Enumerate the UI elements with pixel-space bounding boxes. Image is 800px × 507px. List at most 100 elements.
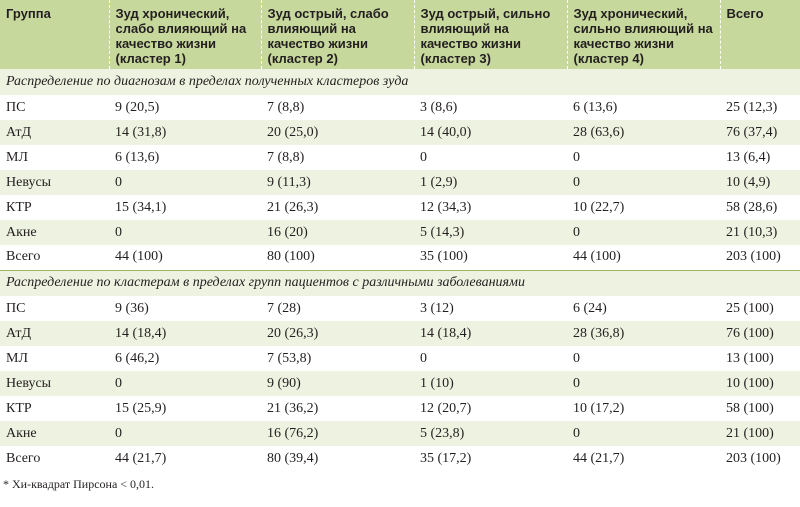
table-cell: 9 (36) — [109, 296, 261, 321]
row-label: КТР — [0, 195, 109, 220]
table-row: КТР 15 (25,9) 21 (36,2) 12 (20,7) 10 (17,2) 5… — [0, 396, 800, 421]
row-label: МЛ — [0, 346, 109, 371]
table-cell: 80 (39,4) — [261, 446, 414, 471]
table-cell: 14 (18,4) — [109, 321, 261, 346]
table-cell: 12 (34,3) — [414, 195, 567, 220]
section-row: Распределение по кластерам в пределах гр… — [0, 269, 800, 296]
table-row: Невусы 0 9 (90) 1 (10) 0 10 (100) — [0, 371, 800, 396]
row-label: АтД — [0, 120, 109, 145]
table-cell: 28 (63,6) — [567, 120, 720, 145]
table-cell: 203 (100) — [720, 446, 800, 471]
table-cell: 14 (40,0) — [414, 120, 567, 145]
table-cell: 9 (20,5) — [109, 95, 261, 120]
header-cluster-1: Зуд хронический, слабо влияющий на качес… — [108, 0, 261, 69]
footnote: * Хи-квадрат Пирсона < 0,01. — [3, 477, 155, 491]
table-row: МЛ 6 (46,2) 7 (53,8) 0 0 13 (100) — [0, 346, 800, 371]
table-cell: 0 — [414, 145, 567, 170]
table-cell: 20 (25,0) — [261, 120, 414, 145]
table-cell: 44 (21,7) — [567, 446, 720, 471]
row-label: МЛ — [0, 145, 109, 170]
row-label: Невусы — [0, 170, 109, 195]
table-cell: 0 — [567, 170, 720, 195]
table-cell: 0 — [567, 371, 720, 396]
table-cell: 14 (31,8) — [109, 120, 261, 145]
table-cell: 0 — [567, 421, 720, 446]
table-cell: 16 (20) — [261, 220, 414, 245]
table-cell: 5 (14,3) — [414, 220, 567, 245]
table-cell: 0 — [109, 220, 261, 245]
row-label: Акне — [0, 220, 109, 245]
table-cell: 35 (17,2) — [414, 446, 567, 471]
table-cell: 76 (37,4) — [720, 120, 800, 145]
data-table: Группа Зуд хронический, слабо влияющий н… — [0, 0, 800, 471]
table-row: АтД 14 (18,4) 20 (26,3) 14 (18,4) 28 (36,8) 7… — [0, 321, 800, 346]
table-cell: 21 (10,3) — [720, 220, 800, 245]
table-cell: 15 (34,1) — [109, 195, 261, 220]
table-row: ПС 9 (36) 7 (28) 3 (12) 6 (24) 25 (100) — [0, 296, 800, 321]
row-label: ПС — [0, 95, 109, 120]
table-cell: 0 — [109, 421, 261, 446]
section-title: Распределение по диагнозам в пределах по… — [0, 69, 800, 95]
header-cluster-3: Зуд острый, сильно влияющий на качество … — [413, 0, 567, 69]
table-cell: 44 (100) — [567, 245, 720, 270]
row-label: КТР — [0, 396, 109, 421]
row-label: Акне — [0, 421, 109, 446]
table-body: Распределение по диагнозам в пределах по… — [0, 69, 800, 471]
table-cell: 58 (28,6) — [720, 195, 800, 220]
table-cell: 7 (8,8) — [261, 95, 414, 120]
section-row: Распределение по диагнозам в пределах по… — [0, 69, 800, 95]
table-row: Акне 0 16 (20) 5 (14,3) 0 21 (10,3) — [0, 220, 800, 245]
row-label: Всего — [0, 446, 109, 471]
table-row: ПС 9 (20,5) 7 (8,8) 3 (8,6) 6 (13,6) 25 (12,3… — [0, 95, 800, 120]
table-cell: 16 (76,2) — [261, 421, 414, 446]
table-cell: 10 (22,7) — [567, 195, 720, 220]
table-cell: 7 (28) — [261, 296, 414, 321]
table-cell: 28 (36,8) — [567, 321, 720, 346]
table-cell: 10 (4,9) — [720, 170, 800, 195]
table-row: Невусы 0 9 (11,3) 1 (2,9) 0 10 (4,9) — [0, 170, 800, 195]
table-row: МЛ 6 (13,6) 7 (8,8) 0 0 13 (6,4) — [0, 145, 800, 170]
table-cell: 44 (21,7) — [109, 446, 261, 471]
table-cell: 6 (46,2) — [109, 346, 261, 371]
table-cell: 3 (12) — [414, 296, 567, 321]
table-row: Акне 0 16 (76,2) 5 (23,8) 0 21 (100) — [0, 421, 800, 446]
section-title: Распределение по кластерам в пределах гр… — [0, 269, 800, 296]
table-cell: 0 — [414, 346, 567, 371]
header-cluster-2: Зуд острый, слабо влияющий на качество ж… — [260, 0, 414, 69]
table-cell: 7 (53,8) — [261, 346, 414, 371]
table-cell: 21 (100) — [720, 421, 800, 446]
table-cell: 0 — [109, 371, 261, 396]
table-header: Группа Зуд хронический, слабо влияющий н… — [0, 0, 800, 69]
table-cell: 0 — [109, 170, 261, 195]
table-cell: 76 (100) — [720, 321, 800, 346]
header-total: Всего — [719, 0, 800, 69]
table-row: АтД 14 (31,8) 20 (25,0) 14 (40,0) 28 (63,6) 7… — [0, 120, 800, 145]
table-cell: 0 — [567, 145, 720, 170]
table-cell: 58 (100) — [720, 396, 800, 421]
table-cell: 1 (2,9) — [414, 170, 567, 195]
table-cell: 6 (13,6) — [109, 145, 261, 170]
table-cell: 203 (100) — [720, 245, 800, 270]
table-cell: 44 (100) — [109, 245, 261, 270]
table-cell: 13 (6,4) — [720, 145, 800, 170]
table-cell: 6 (24) — [567, 296, 720, 321]
table-cell: 13 (100) — [720, 346, 800, 371]
table-cell: 0 — [567, 346, 720, 371]
table-cell: 25 (100) — [720, 296, 800, 321]
table-cell: 35 (100) — [414, 245, 567, 270]
table-cell: 5 (23,8) — [414, 421, 567, 446]
header-row: Группа Зуд хронический, слабо влияющий н… — [0, 0, 800, 69]
table-cell: 14 (18,4) — [414, 321, 567, 346]
table-cell: 15 (25,9) — [109, 396, 261, 421]
table-cell: 20 (26,3) — [261, 321, 414, 346]
table-cell: 1 (10) — [414, 371, 567, 396]
header-group: Группа — [0, 0, 109, 69]
table-cell: 12 (20,7) — [414, 396, 567, 421]
table-cell: 21 (36,2) — [261, 396, 414, 421]
header-cluster-4: Зуд хронический, сильно влияющий на каче… — [566, 0, 720, 69]
table-cell: 9 (11,3) — [261, 170, 414, 195]
table-cell: 0 — [567, 220, 720, 245]
row-label: Невусы — [0, 371, 109, 396]
table-row: Всего 44 (21,7) 80 (39,4) 35 (17,2) 44 (21,7… — [0, 446, 800, 471]
table-row: Всего 44 (100) 80 (100) 35 (100) 44 (100) 203… — [0, 245, 800, 270]
